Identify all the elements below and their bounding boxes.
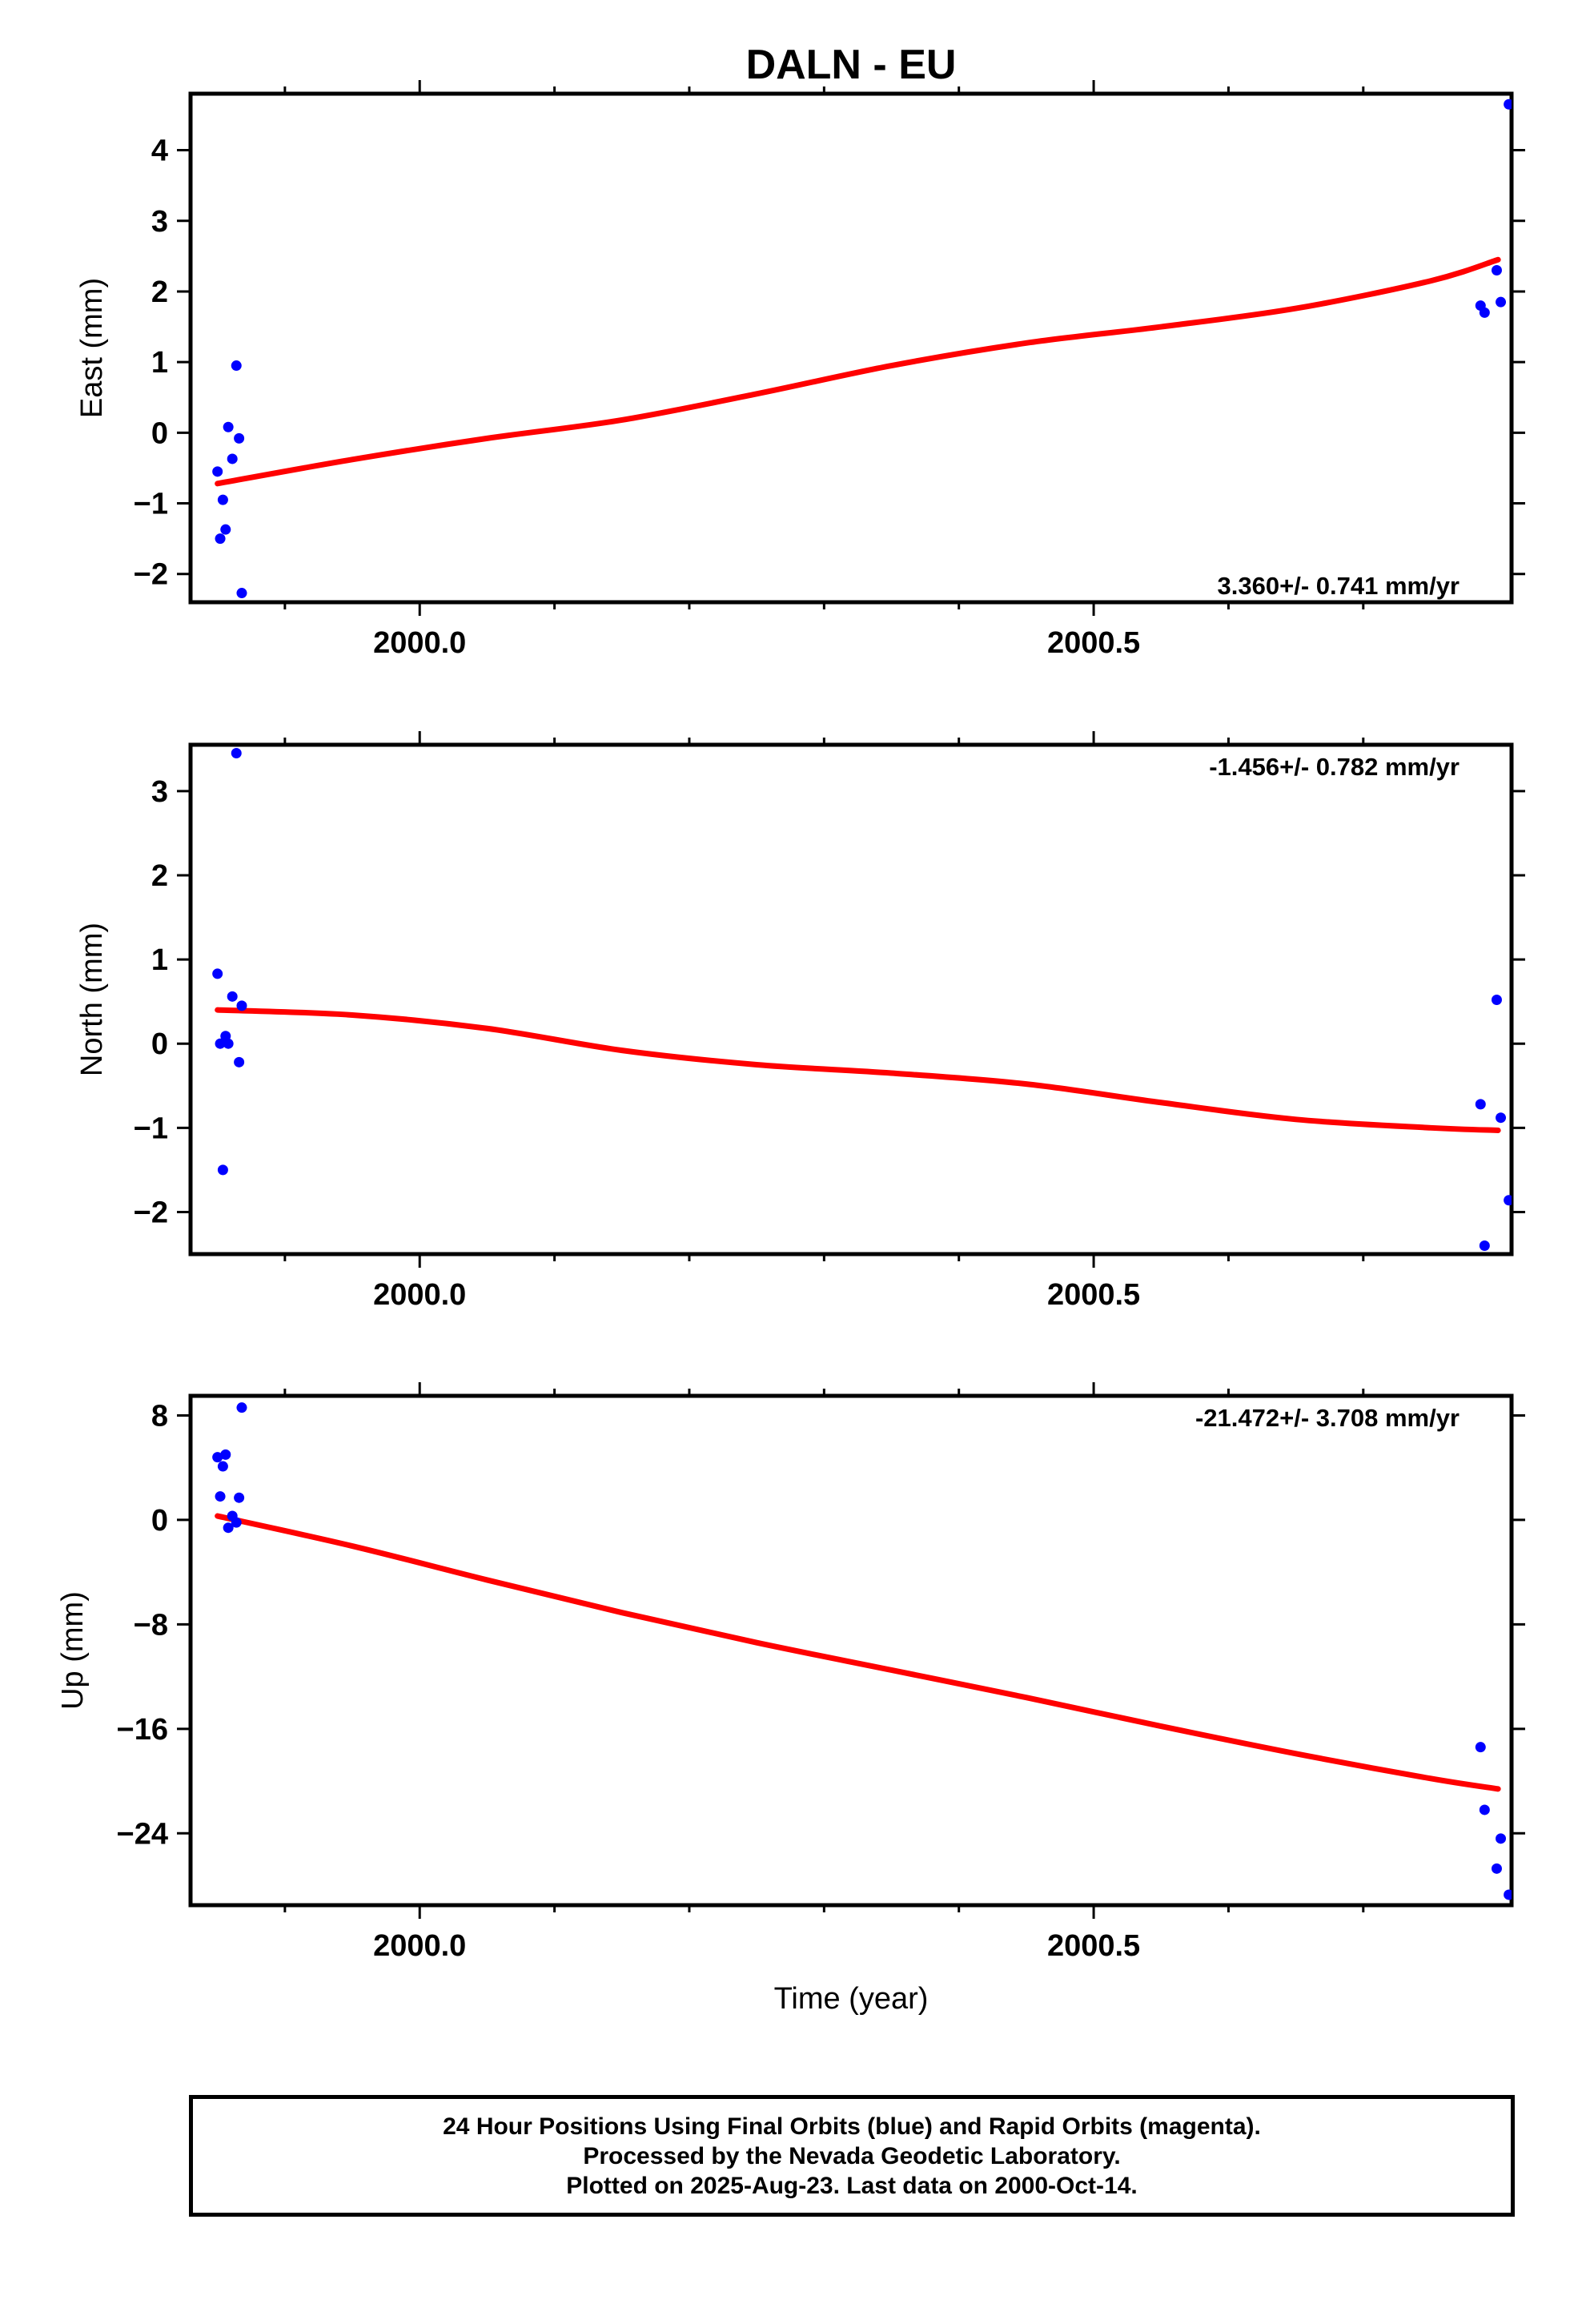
east-rate-label: 3.360+/- 0.741 mm/yr — [1218, 572, 1460, 600]
north-y-tick-label: −1 — [134, 1112, 168, 1145]
up-data-point — [231, 1517, 242, 1528]
up-data-point — [223, 1522, 234, 1534]
east-fit-line — [215, 256, 1501, 487]
north-data-point — [215, 1038, 226, 1049]
up-data-point — [234, 1492, 245, 1503]
north-y-axis-label: North (mm) — [75, 923, 109, 1076]
footer-line-2: Processed by the Nevada Geodetic Laborat… — [583, 2142, 1121, 2169]
north-y-tick-label: 0 — [151, 1027, 168, 1061]
up-data-point — [236, 1402, 247, 1413]
north-panel: 2000.0 2000.5 −2 −1 0 1 2 3 North (mm) -1.456+/- … — [75, 731, 1525, 1312]
footer-line-3: Plotted on 2025-Aug-23. Last data on 200… — [566, 2172, 1138, 2199]
north-x-tick-label: 2000.0 — [373, 1278, 466, 1312]
up-y-tick-label: 8 — [151, 1399, 168, 1433]
north-data-point — [236, 1000, 247, 1011]
east-x-tick-label: 2000.5 — [1047, 626, 1140, 660]
east-data-point — [212, 466, 223, 477]
x-axis-label: Time (year) — [774, 1982, 929, 2016]
north-data-point — [223, 1038, 234, 1049]
east-data-point — [220, 524, 231, 535]
north-data-point — [1479, 1240, 1490, 1251]
up-x-tick-label: 2000.5 — [1047, 1929, 1140, 1963]
up-plot-frame — [188, 1393, 1514, 1908]
up-y-tick-label: −8 — [134, 1608, 168, 1642]
north-rate-label: -1.456+/- 0.782 mm/yr — [1209, 753, 1460, 781]
north-data-point — [1504, 1195, 1512, 1206]
up-data-point — [1479, 1804, 1490, 1815]
east-data-layer — [212, 99, 1512, 599]
east-data-point — [1504, 99, 1512, 110]
east-y-tick-label: −2 — [134, 558, 168, 592]
east-data-point — [1479, 307, 1490, 318]
up-panel: 2000.0 2000.5 −24 −16 −8 0 8 Up (mm) -21.472+/- … — [56, 1382, 1525, 1963]
up-rate-label: -21.472+/- 3.708 mm/yr — [1195, 1404, 1460, 1432]
chart-title: DALN - EU — [746, 42, 957, 88]
up-x-tick-label: 2000.0 — [373, 1929, 466, 1963]
east-x-tick-label: 2000.0 — [373, 626, 466, 660]
east-y-tick-label: 1 — [151, 346, 168, 380]
east-y-tick-label: 0 — [151, 416, 168, 450]
up-data-point — [220, 1449, 231, 1460]
east-plot-frame — [188, 91, 1514, 605]
up-data-point — [1496, 1833, 1507, 1844]
up-data-point — [217, 1461, 228, 1472]
north-data-point — [1475, 1099, 1486, 1110]
east-data-point — [223, 421, 234, 432]
east-y-tick-label: 4 — [151, 135, 168, 168]
north-data-layer — [212, 748, 1512, 1251]
east-data-point — [236, 588, 247, 599]
up-y-tick-label: 0 — [151, 1504, 168, 1538]
north-data-point — [227, 991, 238, 1002]
east-y-axis-label: East (mm) — [75, 278, 109, 418]
east-data-point — [217, 494, 228, 505]
up-fit-line — [215, 1513, 1501, 1792]
east-y-tick-label: 3 — [151, 205, 168, 239]
up-data-point — [212, 1452, 223, 1463]
up-data-point — [215, 1491, 226, 1502]
east-panel: 2000.0 2000.5 −2 −1 0 1 2 3 4 East (mm) 3.360+/- 0… — [75, 80, 1525, 660]
east-y-tick-label: 2 — [151, 275, 168, 309]
north-fit-line — [215, 1007, 1501, 1133]
north-data-point — [234, 1056, 245, 1068]
up-y-axis-label: Up (mm) — [56, 1591, 90, 1710]
north-data-point — [1496, 1112, 1507, 1124]
north-y-tick-label: −2 — [134, 1196, 168, 1229]
east-data-point — [234, 432, 245, 444]
up-data-point — [1504, 1889, 1512, 1900]
north-x-tick-label: 2000.5 — [1047, 1278, 1140, 1312]
up-data-point — [1491, 1863, 1502, 1874]
north-y-tick-label: 3 — [151, 775, 168, 809]
north-data-point — [212, 968, 223, 979]
north-data-point — [231, 748, 242, 759]
up-data-point — [1475, 1742, 1486, 1753]
north-plot-frame — [188, 742, 1514, 1256]
footer-line-1: 24 Hour Positions Using Final Orbits (bl… — [443, 2113, 1261, 2140]
up-data-layer — [212, 1402, 1512, 1900]
north-data-point — [217, 1164, 228, 1176]
footer-box: 24 Hour Positions Using Final Orbits (bl… — [189, 2095, 1515, 2217]
east-data-point — [1496, 296, 1507, 308]
east-data-point — [215, 533, 226, 545]
north-data-point — [1491, 995, 1502, 1006]
panels-group: 2000.0 2000.5 −2 −1 0 1 2 3 4 East (mm) 3.360+/- 0… — [56, 80, 1525, 1963]
north-y-tick-label: 2 — [151, 859, 168, 893]
east-data-point — [231, 360, 242, 372]
east-data-point — [227, 453, 238, 464]
up-y-tick-label: −16 — [117, 1713, 168, 1747]
east-data-point — [1491, 264, 1502, 275]
north-y-tick-label: 1 — [151, 943, 168, 977]
up-y-tick-label: −24 — [117, 1817, 168, 1851]
east-y-tick-label: −1 — [134, 488, 168, 521]
